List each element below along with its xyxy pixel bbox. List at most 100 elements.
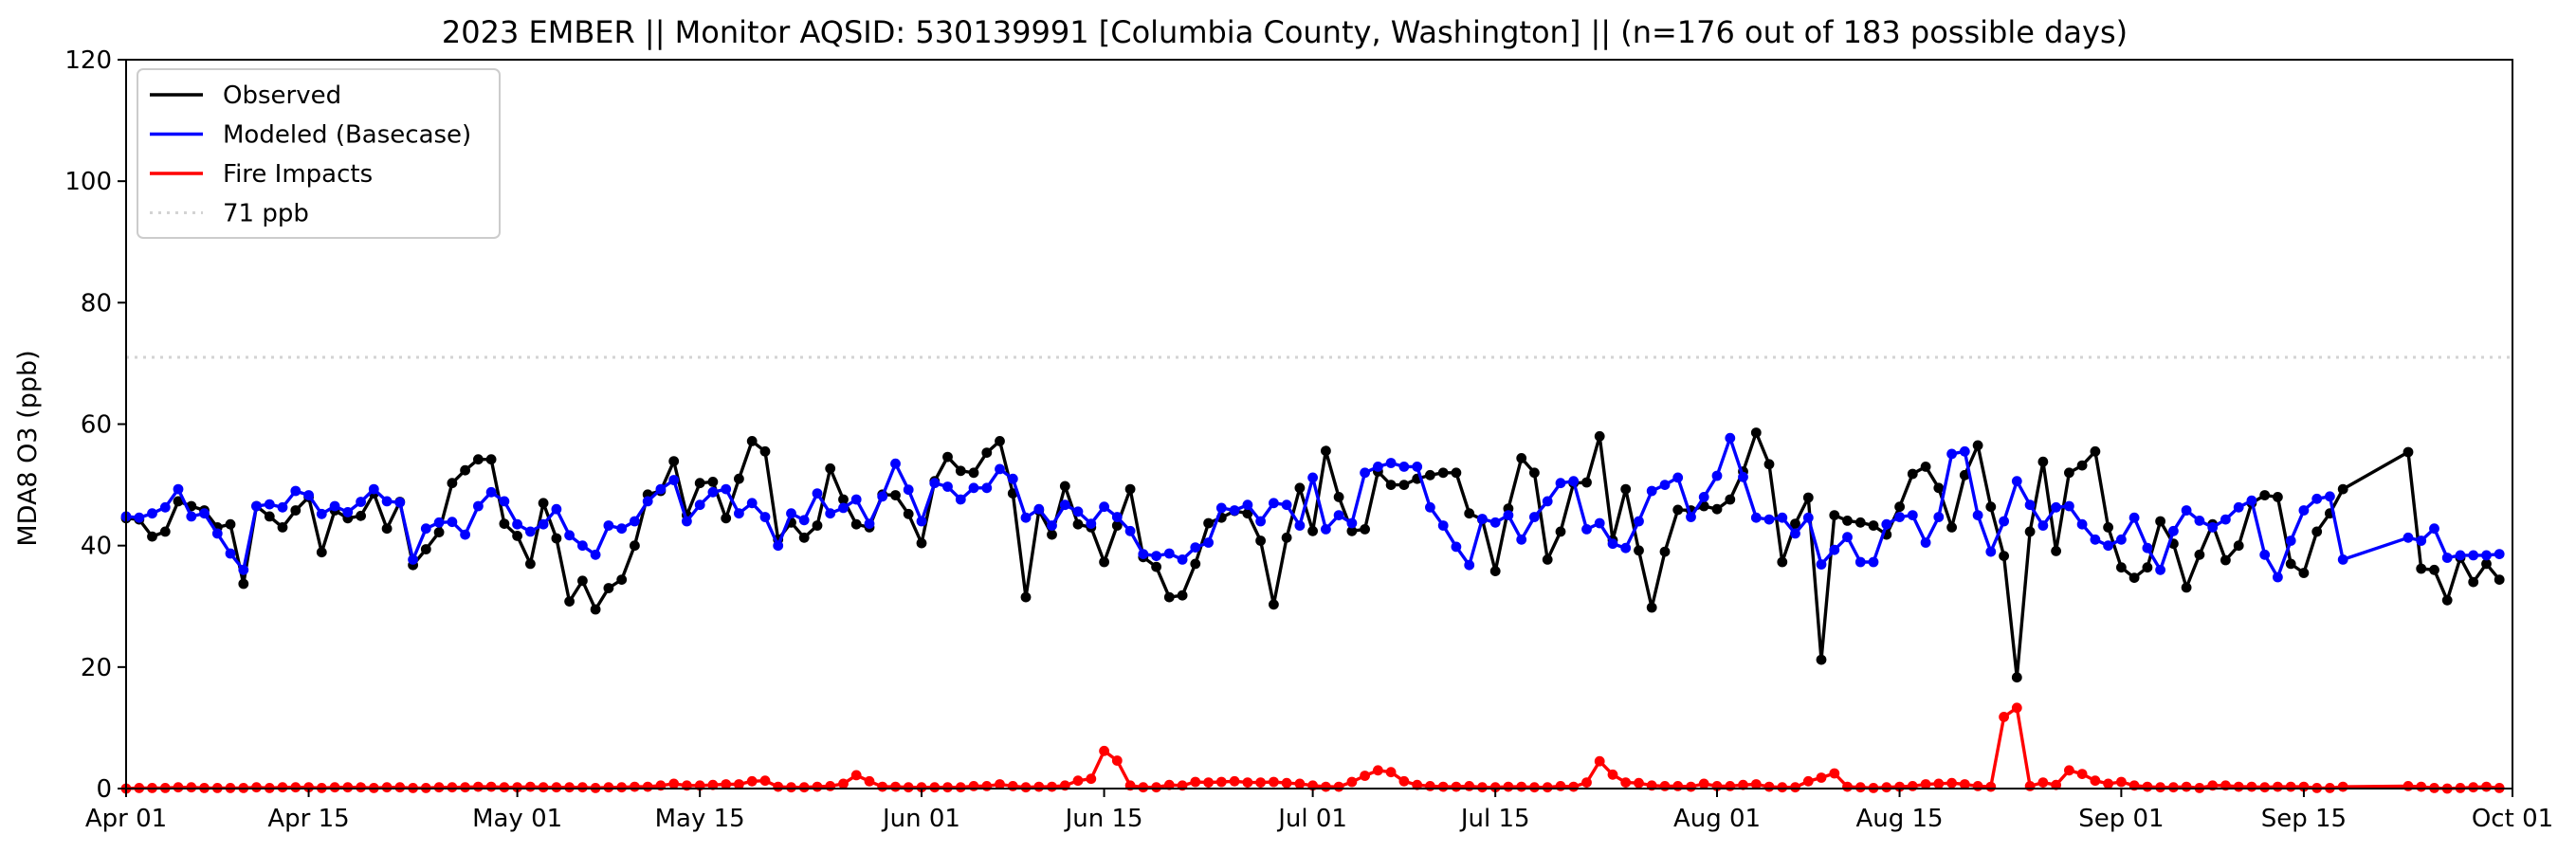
data-point — [603, 520, 614, 531]
data-point — [1333, 781, 1344, 792]
data-point — [1047, 520, 1057, 531]
data-point — [1307, 525, 1318, 536]
data-point — [838, 502, 849, 514]
data-point — [381, 496, 393, 507]
data-point — [2024, 499, 2036, 511]
data-point — [1999, 551, 2010, 561]
data-point — [995, 779, 1005, 789]
data-point — [2494, 574, 2505, 585]
data-point — [2246, 781, 2257, 792]
data-point — [1007, 473, 1018, 484]
data-point — [877, 781, 888, 792]
data-point — [668, 778, 680, 789]
x-tick-label: Jun 15 — [1064, 805, 1143, 833]
data-point — [2325, 491, 2335, 502]
data-point — [2259, 549, 2271, 560]
data-point — [1790, 518, 1800, 529]
data-point — [1881, 518, 1892, 530]
data-point — [2220, 514, 2231, 525]
data-point — [955, 782, 966, 793]
data-point — [2051, 546, 2062, 556]
data-point — [1959, 779, 1970, 789]
data-point — [1542, 496, 1553, 507]
data-point — [1307, 472, 1318, 483]
data-point — [2429, 523, 2439, 535]
data-point — [211, 528, 223, 539]
data-point — [1711, 503, 1723, 515]
data-point — [1255, 516, 1266, 527]
data-point — [2468, 782, 2479, 793]
data-point — [1072, 506, 1084, 517]
data-point — [981, 447, 993, 458]
data-point — [850, 770, 862, 781]
data-point — [264, 499, 275, 510]
data-point — [1477, 782, 1488, 793]
data-point — [812, 520, 823, 531]
data-point — [525, 781, 536, 792]
data-point — [968, 467, 979, 479]
data-point — [1281, 499, 1292, 511]
data-point — [394, 497, 406, 508]
data-point — [1464, 559, 1475, 571]
data-point — [1959, 445, 1970, 457]
data-point — [603, 583, 614, 593]
data-point — [2168, 782, 2179, 793]
data-point — [2337, 554, 2348, 565]
data-point — [1868, 556, 1879, 568]
data-point — [1581, 477, 1592, 488]
data-point — [1047, 529, 1057, 540]
data-point — [1920, 779, 1931, 789]
data-point — [2037, 520, 2049, 531]
data-point — [485, 486, 497, 498]
data-point — [238, 578, 249, 590]
data-point — [850, 518, 862, 530]
data-point — [1111, 512, 1123, 522]
data-point — [159, 526, 171, 537]
data-point — [1489, 782, 1501, 793]
data-point — [890, 458, 901, 469]
data-point — [1555, 781, 1566, 791]
legend: Observed Modeled (Basecase) Fire Impacts 71… — [137, 68, 501, 239]
data-point — [1594, 430, 1605, 442]
x-tick-label: Apr 01 — [85, 805, 167, 833]
data-point — [1763, 459, 1775, 470]
data-point — [2455, 550, 2466, 561]
data-point — [1294, 482, 1306, 494]
data-point — [2090, 534, 2101, 545]
data-point — [1269, 498, 1279, 509]
data-point — [2181, 781, 2192, 792]
data-point — [2273, 781, 2283, 792]
data-point — [1568, 781, 1580, 792]
data-point — [825, 463, 836, 474]
data-point — [2402, 446, 2414, 458]
data-point — [838, 494, 849, 505]
data-point — [1750, 427, 1762, 438]
data-point — [2051, 779, 2062, 790]
data-point — [1269, 599, 1279, 610]
data-point — [1894, 501, 1905, 513]
data-point — [1321, 524, 1331, 535]
data-point — [147, 531, 157, 542]
data-point — [916, 516, 927, 527]
data-point — [1385, 458, 1397, 468]
data-point — [1477, 514, 1488, 524]
data-point — [1946, 522, 1958, 533]
data-point — [473, 500, 484, 512]
data-point — [1373, 765, 1383, 776]
data-point — [1907, 468, 1918, 480]
data-point — [564, 782, 575, 793]
data-point — [485, 454, 497, 465]
data-point — [1725, 494, 1736, 505]
data-point — [420, 523, 431, 535]
data-point — [955, 494, 966, 505]
data-point — [277, 501, 288, 513]
data-point — [342, 507, 354, 517]
data-point — [551, 782, 562, 793]
data-point — [1020, 512, 1032, 523]
data-point — [2285, 781, 2296, 792]
data-point — [381, 523, 393, 535]
data-point — [1854, 556, 1866, 568]
y-tick-label: 0 — [96, 775, 112, 804]
data-point — [616, 574, 628, 585]
data-point — [668, 475, 680, 485]
